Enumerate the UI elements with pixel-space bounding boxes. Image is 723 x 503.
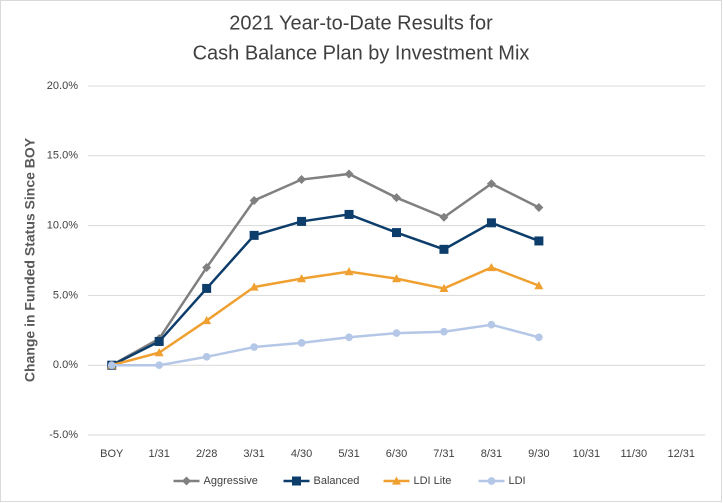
marker xyxy=(344,209,354,219)
marker xyxy=(249,230,259,240)
marker xyxy=(155,361,164,370)
marker xyxy=(345,333,353,342)
marker xyxy=(534,202,544,212)
y-axis-label: Change in Funded Status Since BOY xyxy=(22,137,38,382)
x-tick-label: 5/31 xyxy=(338,448,359,460)
marker xyxy=(392,193,401,203)
marker xyxy=(392,228,401,238)
marker xyxy=(344,267,354,276)
marker xyxy=(249,195,259,205)
marker xyxy=(486,218,496,228)
x-tick-label: 10/31 xyxy=(573,448,601,460)
chart-title: Cash Balance Plan by Investment Mix xyxy=(193,42,530,64)
marker xyxy=(486,179,496,189)
x-tick-label: 3/31 xyxy=(243,448,264,460)
marker xyxy=(535,333,543,342)
marker xyxy=(344,169,354,179)
marker xyxy=(249,282,259,291)
marker xyxy=(297,274,307,283)
x-tick-label: 6/30 xyxy=(386,448,407,460)
x-tick-label: 4/30 xyxy=(291,448,312,460)
marker xyxy=(202,316,212,325)
y-tick-label: 5.0% xyxy=(53,289,78,301)
marker xyxy=(292,476,301,486)
y-tick-label: 10.0% xyxy=(47,220,78,232)
marker xyxy=(154,336,164,346)
marker xyxy=(392,329,401,337)
marker xyxy=(486,262,496,272)
marker xyxy=(487,320,496,329)
marker xyxy=(487,477,496,485)
marker xyxy=(297,339,306,347)
marker xyxy=(202,283,212,293)
y-tick-label: -5.0% xyxy=(49,429,78,441)
marker xyxy=(107,361,116,370)
x-tick-label: 2/28 xyxy=(196,448,217,460)
x-tick-label: 7/31 xyxy=(433,448,454,460)
marker xyxy=(297,216,307,226)
series-line xyxy=(111,213,540,367)
marker xyxy=(392,274,401,283)
y-tick-label: 15.0% xyxy=(47,150,78,162)
marker xyxy=(182,476,191,486)
x-tick-label: BOY xyxy=(100,448,124,460)
x-tick-label: 9/30 xyxy=(528,448,549,460)
legend-label: LDI Lite xyxy=(414,475,452,487)
marker xyxy=(439,244,449,254)
marker xyxy=(297,175,307,185)
x-tick-label: 1/31 xyxy=(148,448,169,460)
marker xyxy=(439,283,449,293)
marker xyxy=(439,212,449,222)
series-line xyxy=(111,266,540,367)
marker xyxy=(154,348,164,357)
marker xyxy=(250,343,258,351)
x-tick-label: 11/30 xyxy=(620,448,647,460)
legend-label: Aggressive xyxy=(204,475,258,487)
marker xyxy=(202,352,211,361)
marker xyxy=(392,476,401,485)
series-line xyxy=(111,172,540,367)
y-tick-label: 20.0% xyxy=(47,80,78,92)
legend-label: LDI xyxy=(509,475,526,487)
series-line xyxy=(111,323,540,367)
marker xyxy=(534,281,544,290)
legend-label: Balanced xyxy=(314,475,360,487)
marker xyxy=(440,327,448,336)
y-tick-label: 0.0% xyxy=(53,359,78,371)
x-tick-label: 12/31 xyxy=(668,448,696,460)
x-tick-label: 8/31 xyxy=(481,448,502,460)
marker xyxy=(202,262,212,272)
marker xyxy=(534,236,544,246)
chart-title: 2021 Year-to-Date Results for xyxy=(229,12,493,34)
